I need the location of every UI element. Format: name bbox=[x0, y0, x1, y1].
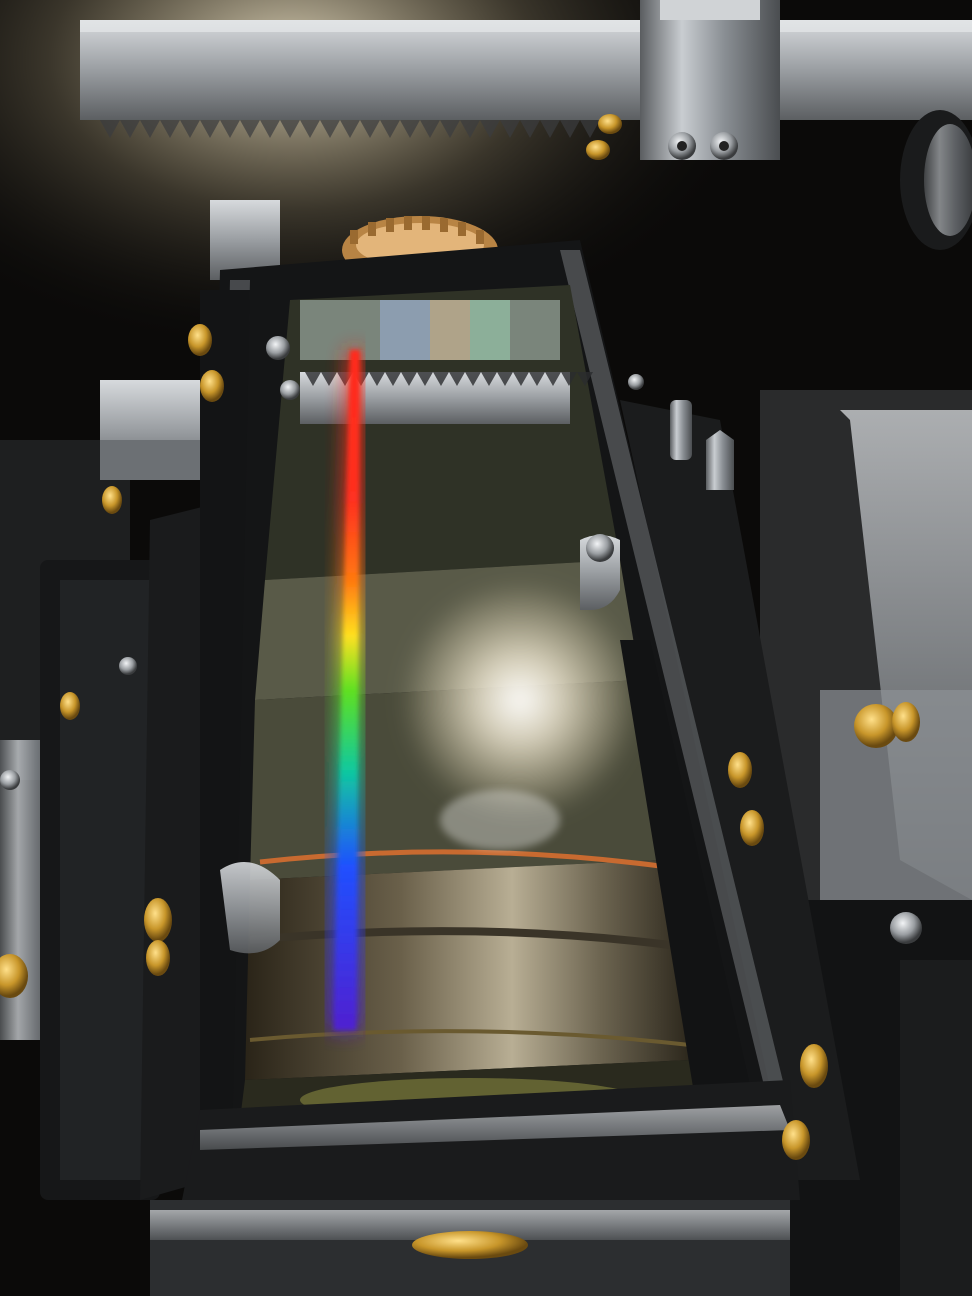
brass-screws bbox=[0, 114, 920, 1160]
steel-screws bbox=[0, 374, 922, 944]
light-reflection bbox=[440, 790, 560, 850]
inner-rack bbox=[300, 372, 593, 424]
right-wheel bbox=[900, 110, 972, 250]
iridescent-strip bbox=[300, 300, 560, 360]
light-hotspot bbox=[400, 580, 640, 820]
top-rack-bar bbox=[80, 0, 972, 160]
frame-clamps bbox=[220, 336, 734, 954]
bottom-assembly bbox=[150, 1200, 790, 1296]
spectrum-beam bbox=[328, 350, 362, 1030]
frame-side-bars bbox=[180, 290, 800, 1210]
rack-bolts bbox=[668, 132, 738, 160]
